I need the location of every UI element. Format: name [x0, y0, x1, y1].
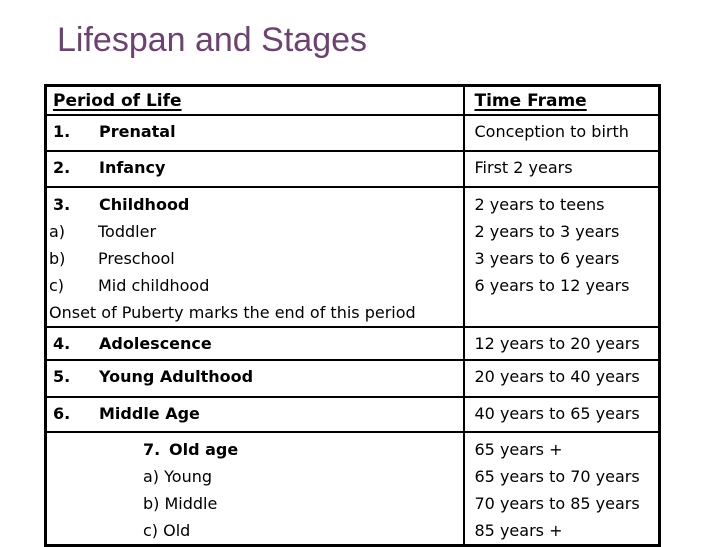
time-line: 70 years to 85 years: [474, 493, 640, 513]
childhood-sub-mid-childhood: c) Mid childhood: [49, 272, 459, 299]
cell-infancy-time: First 2 years: [462, 149, 661, 188]
cell-childhood-times: 2 years to teens 2 years to 3 years 3 ye…: [462, 185, 661, 328]
period-name: Childhood: [99, 194, 190, 214]
cell-middle-age: 6. Middle Age: [44, 395, 465, 433]
table-row-young-adulthood: 5. Young Adulthood 20 years to 40 years: [44, 358, 661, 398]
cell-young-adulthood-time: 20 years to 40 years: [462, 358, 661, 398]
sub-label: Preschool: [98, 248, 175, 268]
page-title: Lifespan and Stages: [57, 21, 368, 59]
row-number: 5.: [53, 366, 71, 386]
period-name: Adolescence: [99, 333, 212, 353]
header-period-label: Period of Life: [53, 91, 182, 111]
lifespan-stages-table: Period of Life Time Frame 1. Prenatal Con…: [44, 84, 661, 547]
row-number: 7.: [143, 439, 161, 459]
period-name: Young Adulthood: [99, 366, 254, 386]
childhood-sub-toddler: a) Toddler: [49, 218, 459, 245]
table-header-row: Period of Life Time Frame: [44, 84, 661, 116]
table-row-infancy: 2. Infancy First 2 years: [44, 149, 661, 188]
row-number: 1.: [53, 121, 71, 141]
row-number: 3.: [53, 194, 71, 214]
table-row-middle-age: 6. Middle Age 40 years to 65 years: [44, 395, 661, 433]
childhood-puberty-note: Onset of Puberty marks the end of this p…: [49, 302, 416, 322]
period-name: Middle Age: [99, 403, 200, 423]
table-row-prenatal: 1. Prenatal Conception to birth: [44, 113, 661, 152]
time-line: 2 years to teens: [474, 194, 605, 214]
old-age-sub-old: c) Old: [143, 520, 191, 540]
time-line: 65 years +: [474, 439, 563, 459]
cell-infancy: 2. Infancy: [44, 149, 465, 188]
old-age-heading-line: 7. Old age: [143, 436, 459, 463]
childhood-heading-line: 3. Childhood: [53, 191, 459, 218]
cell-prenatal: 1. Prenatal: [44, 113, 465, 152]
period-name: Prenatal: [99, 121, 176, 141]
row-number: 4.: [53, 333, 71, 353]
table-row-childhood: 3. Childhood a) Toddler b) Preschool c) Mid …: [44, 185, 661, 328]
old-age-sub-middle: b) Middle: [143, 493, 218, 513]
childhood-sub-preschool: b) Preschool: [49, 245, 459, 272]
time-line: 2 years to 3 years: [474, 221, 620, 241]
sub-letter: a): [49, 221, 66, 241]
cell-prenatal-time: Conception to birth: [462, 113, 661, 152]
period-name: Old age: [169, 439, 239, 459]
cell-adolescence-time: 12 years to 20 years: [462, 325, 661, 361]
cell-middle-age-time: 40 years to 65 years: [462, 395, 661, 433]
old-age-sub-young: a) Young: [143, 466, 213, 486]
sub-label: Mid childhood: [98, 275, 210, 295]
time-line: 3 years to 6 years: [474, 248, 620, 268]
cell-old-age-times: 65 years + 65 years to 70 years 70 years…: [462, 430, 661, 546]
sub-letter: c): [49, 275, 65, 295]
time-line: 85 years +: [474, 520, 563, 540]
row-number: 6.: [53, 403, 71, 423]
header-period-of-life: Period of Life: [44, 84, 465, 116]
cell-childhood: 3. Childhood a) Toddler b) Preschool c) Mid …: [44, 185, 465, 328]
cell-adolescence: 4. Adolescence: [44, 325, 465, 361]
row-number: 2.: [53, 157, 71, 177]
table-row-old-age: 7. Old age a) Young b) Middle c) Old 65 y…: [44, 430, 661, 546]
time-line: 6 years to 12 years: [474, 275, 630, 295]
table-row-adolescence: 4. Adolescence 12 years to 20 years: [44, 325, 661, 361]
period-name: Infancy: [99, 157, 166, 177]
sub-letter: b): [49, 248, 66, 268]
cell-young-adulthood: 5. Young Adulthood: [44, 358, 465, 398]
header-time-frame: Time Frame: [462, 84, 661, 116]
cell-old-age: 7. Old age a) Young b) Middle c) Old: [44, 430, 465, 546]
header-time-label: Time Frame: [474, 91, 587, 111]
time-line: 65 years to 70 years: [474, 466, 640, 486]
sub-label: Toddler: [98, 221, 157, 241]
